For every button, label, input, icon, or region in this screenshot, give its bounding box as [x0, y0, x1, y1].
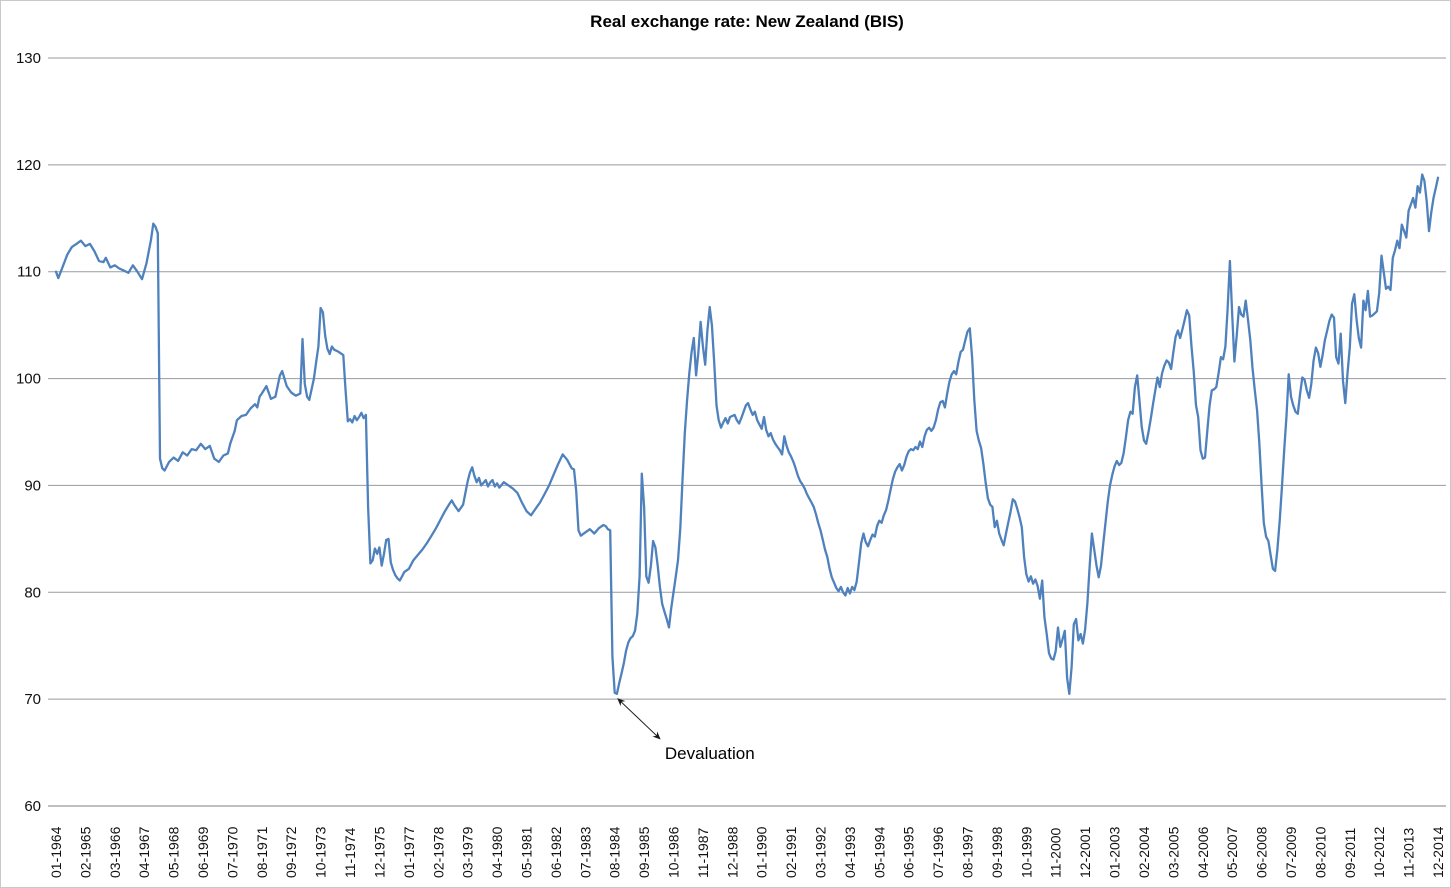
x-axis-tick-label: 03-1966 [107, 826, 123, 878]
x-axis-tick-label: 03-2005 [1165, 826, 1181, 878]
x-axis-tick-label: 06-2008 [1254, 826, 1270, 878]
x-axis-tick-label: 12-2001 [1077, 826, 1093, 878]
x-axis-tick-label: 11-1974 [342, 827, 358, 878]
y-axis-tick-label: 70 [24, 691, 41, 708]
chart-title: Real exchange rate: New Zealand (BIS) [590, 12, 904, 31]
x-axis-tick-label: 10-1999 [1018, 826, 1034, 878]
series-line [54, 173, 1440, 695]
x-axis-tick-label: 09-1998 [989, 826, 1005, 878]
y-axis-tick-label: 90 [24, 477, 41, 494]
x-axis-tick-label: 10-1986 [665, 826, 681, 878]
annotation-arrow-icon [617, 698, 661, 740]
x-axis-tick-label: 11-1987 [695, 827, 711, 878]
y-axis-tick-label: 110 [17, 264, 41, 281]
x-axis-tick-label: 03-1992 [813, 826, 829, 878]
x-axis-tick-label: 05-1994 [871, 826, 887, 878]
x-axis-tick-label: 04-2006 [1195, 826, 1211, 878]
x-axis-tick-label: 12-1988 [724, 826, 740, 878]
x-axis-tick-labels: 01-1964 02-1965 03-1966 04-1967 05-1968 06-19… [48, 826, 1446, 878]
x-axis-tick-label: 12-1975 [371, 826, 387, 878]
x-axis-tick-label: 06-1995 [901, 826, 917, 878]
x-axis-tick-label: 10-1973 [313, 826, 329, 878]
y-axis-tick-label: 80 [24, 584, 41, 601]
x-axis-tick-label: 07-1970 [224, 826, 240, 878]
x-axis-tick-label: 04-1967 [136, 826, 152, 878]
x-axis-tick-label: 06-1969 [195, 826, 211, 878]
x-axis-tick-label: 04-1993 [842, 826, 858, 878]
x-axis-tick-label: 01-1990 [754, 826, 770, 878]
x-axis-tick-label: 04-1980 [489, 826, 505, 878]
gridlines [48, 57, 1446, 807]
x-axis-tick-label: 07-2009 [1283, 826, 1299, 878]
x-axis-tick-label: 05-1981 [518, 826, 534, 878]
x-axis-tick-label: 08-1984 [607, 826, 623, 878]
x-axis-tick-label: 01-1977 [401, 826, 417, 878]
y-axis-tick-label: 120 [16, 157, 41, 174]
x-axis-tick-label: 11-2013 [1401, 827, 1417, 878]
x-axis-tick-label: 02-1965 [77, 826, 93, 878]
y-axis-tick-labels: 60 70 80 90 100 110 120 130 [16, 50, 41, 815]
x-axis-tick-label: 09-1972 [283, 826, 299, 878]
x-axis-tick-label: 02-1978 [430, 826, 446, 878]
x-axis-tick-label: 02-1991 [783, 826, 799, 878]
x-axis-tick-label: 07-1983 [577, 826, 593, 878]
x-axis-tick-label: 12-2014 [1430, 826, 1446, 878]
x-axis-tick-label: 09-2011 [1342, 827, 1358, 878]
x-axis-tick-label: 08-2010 [1312, 826, 1328, 878]
x-axis-tick-label: 06-1982 [548, 826, 564, 878]
x-axis-tick-label: 01-1964 [48, 826, 64, 878]
x-axis-tick-label: 07-1996 [930, 826, 946, 878]
y-axis-tick-label: 60 [24, 798, 41, 815]
x-axis-tick-label: 03-1979 [460, 826, 476, 878]
x-axis-tick-label: 08-1997 [960, 826, 976, 878]
annotation-label: Devaluation [665, 744, 755, 763]
x-axis-tick-label: 10-2012 [1371, 826, 1387, 878]
devaluation-annotation: Devaluation [617, 698, 755, 763]
x-axis-tick-label: 02-2004 [1136, 826, 1152, 878]
y-axis-tick-label: 130 [16, 50, 41, 67]
y-axis-tick-label: 100 [16, 371, 41, 388]
x-axis-tick-label: 11-2000 [1048, 827, 1064, 878]
x-axis-tick-label: 05-2007 [1224, 826, 1240, 878]
x-axis-tick-label: 08-1971 [254, 826, 270, 878]
x-axis-tick-label: 09-1985 [636, 826, 652, 878]
x-axis-tick-label: 05-1968 [166, 826, 182, 878]
x-axis-tick-label: 01-2003 [1107, 826, 1123, 878]
